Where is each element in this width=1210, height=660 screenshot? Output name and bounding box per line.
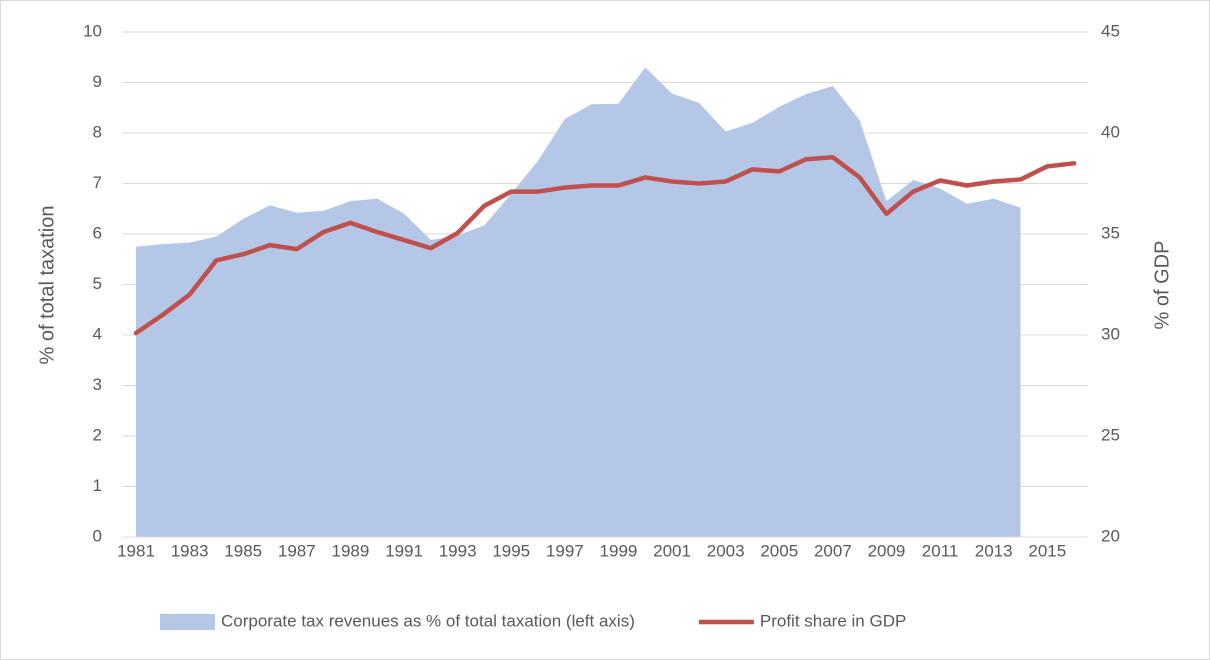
x-tick-label: 2007 bbox=[814, 541, 852, 560]
y-tick-label: 3 bbox=[93, 375, 102, 394]
x-tick-label: 2013 bbox=[975, 541, 1013, 560]
x-tick-label: 2005 bbox=[760, 541, 798, 560]
area bbox=[136, 67, 1021, 537]
x-tick-label: 1995 bbox=[492, 541, 530, 560]
y-axis-label: % of total taxation bbox=[36, 206, 58, 365]
x-tick-label: 1983 bbox=[171, 541, 209, 560]
x-tick-label: 2015 bbox=[1028, 541, 1066, 560]
y2-tick-label: 45 bbox=[1101, 21, 1120, 40]
y2-tick-label: 30 bbox=[1101, 324, 1120, 343]
x-tick-label: 1999 bbox=[600, 541, 638, 560]
x-tick-label: 1987 bbox=[278, 541, 316, 560]
x-tick-label: 2009 bbox=[868, 541, 906, 560]
y-tick-label: 9 bbox=[93, 72, 102, 91]
y-tick-label: 5 bbox=[93, 274, 102, 293]
y-tick-label: 2 bbox=[93, 425, 102, 444]
x-tick-label: 2001 bbox=[653, 541, 691, 560]
legend-label: Corporate tax revenues as % of total tax… bbox=[221, 611, 635, 630]
y-tick-label: 4 bbox=[93, 324, 102, 343]
y2-axis-label: % of GDP bbox=[1151, 241, 1173, 330]
y2-tick-label: 25 bbox=[1101, 425, 1120, 444]
y-tick-label: 10 bbox=[83, 21, 102, 40]
y-tick-label: 6 bbox=[93, 223, 102, 242]
y2-tick-label: 40 bbox=[1101, 122, 1120, 141]
x-tick-label: 1989 bbox=[332, 541, 370, 560]
y-tick-label: 8 bbox=[93, 122, 102, 141]
y2-tick-label: 35 bbox=[1101, 223, 1120, 242]
y-tick-label: 7 bbox=[93, 173, 102, 192]
x-tick-label: 2003 bbox=[707, 541, 745, 560]
line bbox=[133, 154, 1077, 336]
x-tick-label: 1997 bbox=[546, 541, 584, 560]
x-tick-label: 2011 bbox=[922, 541, 959, 560]
legend-swatch bbox=[160, 614, 215, 630]
x-tick-label: 1991 bbox=[385, 541, 423, 560]
legend-label: Profit share in GDP bbox=[760, 611, 906, 630]
y-tick-label: 0 bbox=[93, 526, 102, 545]
x-tick-label: 1981 bbox=[117, 541, 155, 560]
y-tick-label: 1 bbox=[93, 476, 102, 495]
y2-tick-label: 20 bbox=[1101, 526, 1120, 545]
x-tick-label: 1985 bbox=[224, 541, 262, 560]
x-tick-label: 1993 bbox=[439, 541, 477, 560]
